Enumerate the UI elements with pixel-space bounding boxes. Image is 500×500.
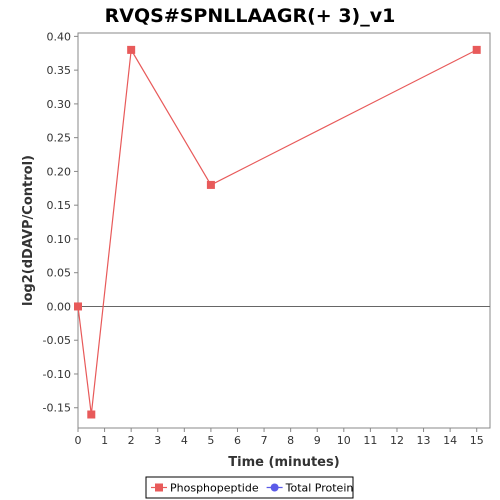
x-tick-label: 6 [234, 434, 241, 447]
y-tick-label: 0.00 [47, 300, 72, 313]
y-tick-label: 0.25 [47, 132, 72, 145]
y-tick-label: 0.35 [47, 64, 72, 77]
chart-title: RVQS#SPNLLAAGR(+ 3)_v1 [105, 5, 396, 27]
y-tick-label: 0.10 [47, 233, 72, 246]
x-tick-label: 14 [443, 434, 457, 447]
plot-area [77, 32, 491, 429]
series-layer [74, 45, 481, 419]
x-tick-label: 10 [337, 434, 351, 447]
data-point [74, 302, 82, 311]
x-tick-label: 12 [390, 434, 404, 447]
y-tick-label: -0.05 [43, 334, 71, 347]
x-tick-label: 2 [128, 434, 135, 447]
x-tick-label: 7 [261, 434, 268, 447]
x-tick-label: 3 [154, 434, 161, 447]
y-tick-label: 0.20 [47, 165, 72, 178]
data-point [206, 180, 215, 189]
x-axis: 0 1 2 3 4 5 6 7 8 9 10 11 12 13 14 15 [75, 428, 484, 447]
data-point [87, 410, 96, 419]
y-tick-label: 0.05 [47, 267, 72, 280]
legend-label: Total Protein [285, 482, 354, 495]
legend-marker [155, 483, 163, 492]
y-axis-label: log2(dDAVP/Control) [21, 155, 36, 306]
data-point [127, 45, 136, 54]
y-tick-label: -0.10 [43, 368, 71, 381]
x-tick-label: 4 [181, 434, 188, 447]
legend-label: Phosphopeptide [170, 482, 259, 495]
y-axis: -0.15 -0.10 -0.05 0.00 0.05 0.10 0.15 0.20 0.25 0… [43, 30, 78, 415]
data-point [472, 45, 481, 54]
legend: Phosphopeptide Total Protein [145, 476, 354, 499]
x-tick-label: 11 [363, 434, 377, 447]
x-tick-label: 8 [287, 434, 294, 447]
y-tick-label: -0.15 [43, 402, 71, 415]
y-tick-label: 0.30 [47, 98, 72, 111]
y-tick-label: 0.40 [47, 30, 72, 43]
x-tick-label: 0 [75, 434, 82, 447]
x-tick-label: 9 [314, 434, 321, 447]
legend-marker [270, 483, 279, 492]
legend-box [145, 476, 354, 499]
y-tick-label: 0.15 [47, 199, 72, 212]
x-tick-label: 15 [470, 434, 484, 447]
x-tick-label: 1 [101, 434, 108, 447]
x-tick-label: 5 [207, 434, 214, 447]
x-tick-label: 13 [417, 434, 431, 447]
x-axis-label: Time (minutes) [228, 455, 339, 470]
